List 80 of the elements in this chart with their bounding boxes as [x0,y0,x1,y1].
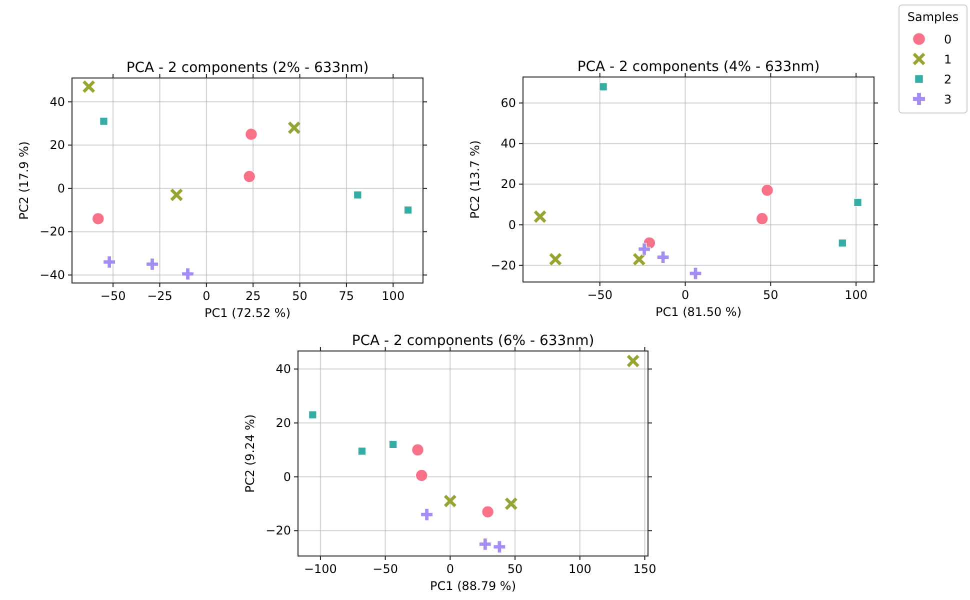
chart-title: PCA - 2 components (6% - 633nm) [352,333,594,349]
x-axis-title: PC1 (81.50 %) [656,305,742,319]
x-tick-label: 50 [292,289,308,303]
x-tick-label: 0 [681,288,690,302]
point [404,206,412,214]
x-tick-label: 0 [202,289,210,303]
y-tick-label: 60 [500,96,516,110]
x-tick-label: −50 [100,289,126,303]
point [838,238,847,248]
point [443,494,457,508]
y-tick-label: 20 [276,416,291,430]
point [308,410,317,420]
chart-title: PCA - 2 components (4% - 633nm) [577,59,820,75]
point [353,190,362,200]
point [181,268,194,280]
point [415,469,428,482]
point [599,82,608,91]
point [548,252,562,266]
y-tick-label: −20 [266,524,291,538]
x-tick-label: 100 [844,288,868,302]
y-axis-title: PC2 (9.24 %) [243,414,257,493]
point [493,540,506,554]
x-tick-label: −100 [304,562,337,576]
x-tick-label: 75 [338,289,354,303]
point [638,242,651,256]
y-tick-label: 40 [50,94,65,109]
legend-label: 1 [944,52,952,66]
point [103,256,116,268]
legend-label: 2 [944,72,952,86]
x-tick-label: 150 [633,562,656,576]
x-tick-label: 50 [507,562,523,576]
point [420,508,434,521]
point [358,447,366,456]
x-tick-label: 100 [382,289,405,303]
y-tick-label: −40 [40,268,65,282]
point [656,250,670,264]
y-tick-label: −20 [40,224,65,239]
y-tick-label: 40 [276,362,291,376]
chart-title: PCA - 2 components (2% - 633nm) [126,60,369,76]
point [287,121,301,135]
legend-label: 0 [944,32,952,46]
y-tick-label: 20 [500,177,516,192]
point [689,267,702,280]
x-tick-label: 50 [763,288,778,302]
point [388,440,398,449]
y-axis-title: PC2 (17.9 %) [17,141,31,220]
legend-title: Samples [907,10,959,24]
x-tick-label: 0 [446,562,454,576]
point [100,117,108,126]
y-tick-label: 40 [500,136,516,151]
point [82,80,96,94]
point [478,538,492,550]
legend-label: 3 [944,92,952,106]
point [504,497,518,510]
x-tick-label: −50 [372,562,398,576]
y-tick-label: 0 [57,181,65,196]
y-tick-label: 20 [50,138,65,152]
point [854,198,862,207]
x-tick-label: −50 [587,288,613,302]
point [412,444,424,456]
point [632,252,646,266]
point [482,506,494,518]
point [626,354,640,368]
x-tick-label: −25 [147,289,172,303]
point [170,188,184,202]
point [243,170,256,183]
x-tick-label: 25 [245,289,261,303]
y-tick-label: −20 [490,258,516,272]
point [756,212,768,225]
point [761,184,774,196]
x-axis-title: PC1 (72.52 %) [204,306,290,320]
point [92,212,104,225]
x-axis-title: PC1 (88.79 %) [430,579,516,593]
y-tick-label: 0 [508,218,516,232]
y-axis-title: PC2 (13.7 %) [468,140,482,219]
point [245,128,258,140]
point [533,210,547,224]
x-tick-label: 100 [568,562,592,576]
y-tick-label: 0 [283,470,291,484]
point [146,258,159,270]
